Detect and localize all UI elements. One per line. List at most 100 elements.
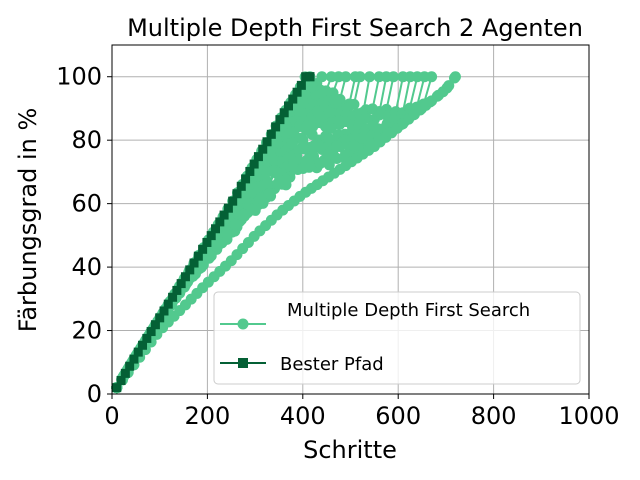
data-series bbox=[111, 71, 461, 394]
best-path-point bbox=[283, 101, 293, 111]
best-path-point bbox=[219, 210, 229, 220]
mds-point bbox=[306, 160, 318, 172]
best-path-point bbox=[258, 144, 268, 154]
mds-point bbox=[280, 174, 292, 186]
mds-point bbox=[297, 162, 309, 174]
best-path-point bbox=[129, 354, 139, 364]
mds-point bbox=[314, 158, 326, 170]
best-path-point bbox=[275, 115, 285, 125]
mds-point bbox=[426, 71, 438, 83]
mds-point bbox=[340, 71, 352, 83]
x-tick-label: 200 bbox=[184, 402, 230, 430]
mds-point bbox=[246, 204, 258, 216]
legend-label-series-1: Bester Pfad bbox=[280, 354, 384, 375]
mds-point bbox=[221, 228, 233, 240]
best-path-point bbox=[142, 333, 152, 343]
x-tick-label: 800 bbox=[471, 402, 517, 430]
mds-point bbox=[443, 80, 455, 92]
y-axis-label: Färbungsgrad in % bbox=[14, 108, 42, 333]
mds-point bbox=[289, 163, 301, 175]
best-path-point bbox=[116, 376, 126, 386]
y-tick-label: 100 bbox=[56, 63, 102, 91]
legend-marker-series-1 bbox=[238, 358, 248, 368]
x-tick-label: 400 bbox=[280, 402, 326, 430]
chart-title: Multiple Depth First Search 2 Agenten bbox=[127, 14, 583, 42]
y-tick-label: 60 bbox=[71, 190, 102, 218]
best-path-point bbox=[159, 306, 169, 316]
best-path-point bbox=[120, 368, 130, 378]
mds-point bbox=[255, 192, 267, 204]
best-path-point bbox=[202, 237, 212, 247]
mds-point bbox=[387, 71, 399, 83]
best-path-series bbox=[112, 72, 315, 393]
x-tick-label: 1000 bbox=[558, 402, 619, 430]
best-path-point bbox=[176, 279, 186, 289]
mds-point bbox=[238, 209, 250, 221]
legend: Multiple Depth First Search Bester Pfad bbox=[213, 291, 581, 385]
best-path-point bbox=[241, 174, 251, 184]
best-path-point bbox=[232, 189, 242, 199]
best-path-point bbox=[271, 122, 281, 132]
mds-point bbox=[448, 72, 460, 84]
mds-point bbox=[263, 188, 275, 200]
best-path-point bbox=[138, 340, 148, 350]
best-path-point bbox=[180, 272, 190, 282]
mds-point bbox=[331, 152, 343, 164]
mds-point bbox=[212, 239, 224, 251]
best-path-point bbox=[279, 108, 289, 118]
best-path-point bbox=[112, 383, 122, 393]
x-tick-label: 600 bbox=[375, 402, 421, 430]
mds-point bbox=[323, 159, 335, 171]
x-tick-label: 0 bbox=[104, 402, 119, 430]
mds-point bbox=[334, 93, 346, 105]
best-path-point bbox=[155, 313, 165, 323]
best-path-point bbox=[125, 361, 135, 371]
best-path-point bbox=[288, 94, 298, 104]
y-tick-label: 80 bbox=[71, 126, 102, 154]
best-path-point bbox=[206, 231, 216, 241]
best-path-point bbox=[292, 87, 302, 97]
mds-point bbox=[323, 133, 335, 145]
mds-point bbox=[204, 249, 216, 261]
best-path-point bbox=[262, 137, 272, 147]
mds-point bbox=[316, 71, 328, 83]
y-tick-label: 20 bbox=[71, 317, 102, 345]
best-path-point bbox=[150, 320, 160, 330]
best-path-point bbox=[163, 299, 173, 309]
mds-point bbox=[348, 140, 360, 152]
y-tick-label: 40 bbox=[71, 253, 102, 281]
best-path-point bbox=[189, 258, 199, 268]
best-path-point bbox=[185, 265, 195, 275]
best-path-point bbox=[198, 244, 208, 254]
mds-point bbox=[356, 132, 368, 144]
best-path-point bbox=[245, 166, 255, 176]
mds-point bbox=[229, 218, 241, 230]
best-path-point bbox=[211, 224, 221, 234]
mds-point bbox=[308, 150, 320, 162]
mds-point bbox=[195, 260, 207, 272]
best-path-point bbox=[249, 159, 259, 169]
best-path-point bbox=[193, 251, 203, 261]
mds-point bbox=[297, 134, 309, 146]
best-path-point bbox=[296, 80, 306, 90]
best-path-point bbox=[253, 152, 263, 162]
mds-point bbox=[348, 98, 360, 110]
best-path-point bbox=[146, 327, 156, 337]
mds-point bbox=[331, 140, 343, 152]
best-path-point bbox=[228, 196, 238, 206]
legend-label-series-0: Multiple Depth First Search bbox=[287, 300, 530, 321]
legend-box bbox=[213, 291, 581, 385]
mds-point bbox=[272, 178, 284, 190]
x-axis-label: Schritte bbox=[303, 436, 397, 464]
best-path-point bbox=[215, 217, 225, 227]
best-path-point bbox=[305, 72, 315, 82]
best-path-point bbox=[223, 203, 233, 213]
mds-point bbox=[364, 71, 376, 83]
best-path-point bbox=[266, 129, 276, 139]
y-tick-label: 0 bbox=[87, 380, 102, 408]
ticks: 0 200 400 600 800 1000 0 20 40 60 80 100 bbox=[56, 63, 619, 430]
mds-point bbox=[322, 148, 334, 160]
plot-frame bbox=[111, 44, 590, 395]
mds-point bbox=[354, 71, 366, 83]
